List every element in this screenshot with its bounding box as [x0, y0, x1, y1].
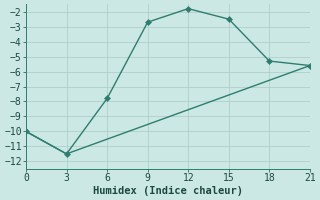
X-axis label: Humidex (Indice chaleur): Humidex (Indice chaleur) — [93, 186, 243, 196]
